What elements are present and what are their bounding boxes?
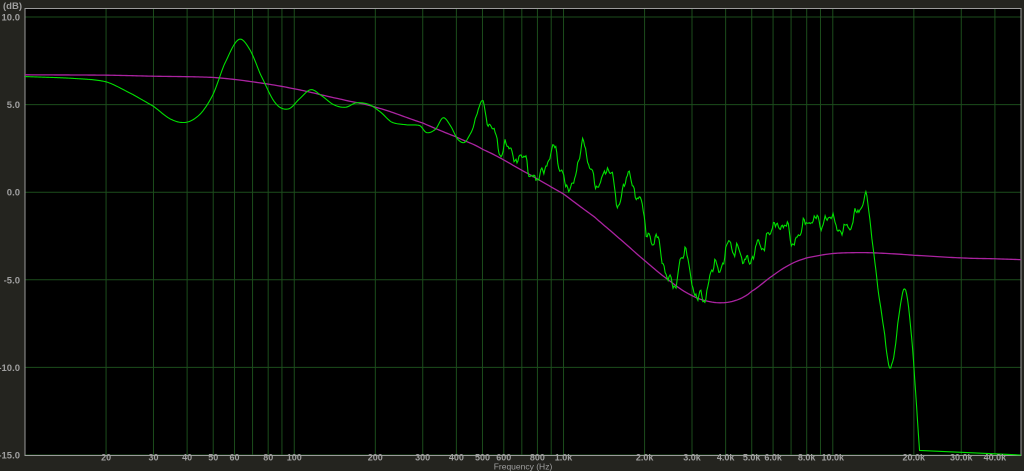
svg-text:60: 60 bbox=[229, 453, 239, 463]
svg-text:100: 100 bbox=[287, 453, 302, 463]
svg-text:-15.0: -15.0 bbox=[0, 451, 20, 462]
svg-text:4.0k: 4.0k bbox=[717, 453, 736, 463]
svg-text:-5.0: -5.0 bbox=[4, 275, 20, 286]
svg-text:80: 80 bbox=[263, 453, 273, 463]
svg-text:300: 300 bbox=[415, 453, 430, 463]
svg-text:1.0k: 1.0k bbox=[555, 453, 574, 463]
svg-text:40: 40 bbox=[182, 453, 192, 463]
svg-text:20.0k: 20.0k bbox=[903, 453, 927, 463]
svg-text:3.0k: 3.0k bbox=[683, 453, 702, 463]
svg-text:50: 50 bbox=[208, 453, 218, 463]
svg-text:Frequency (Hz): Frequency (Hz) bbox=[494, 462, 553, 471]
svg-text:40.0k: 40.0k bbox=[984, 453, 1008, 463]
svg-text:30: 30 bbox=[148, 453, 158, 463]
svg-text:20: 20 bbox=[101, 453, 111, 463]
svg-text:400: 400 bbox=[449, 453, 464, 463]
svg-text:2.0k: 2.0k bbox=[636, 453, 655, 463]
svg-text:30.0k: 30.0k bbox=[950, 453, 974, 463]
svg-text:6.0k: 6.0k bbox=[764, 453, 783, 463]
svg-text:8.0k: 8.0k bbox=[798, 453, 817, 463]
svg-text:5.0k: 5.0k bbox=[743, 453, 762, 463]
svg-text:10.0k: 10.0k bbox=[822, 453, 846, 463]
svg-text:200: 200 bbox=[368, 453, 383, 463]
svg-text:5.0: 5.0 bbox=[7, 100, 20, 111]
svg-text:10.0: 10.0 bbox=[2, 13, 21, 24]
svg-text:(dB): (dB) bbox=[3, 1, 22, 12]
svg-text:0.0: 0.0 bbox=[7, 188, 20, 199]
svg-text:-10.0: -10.0 bbox=[0, 363, 20, 374]
svg-text:500: 500 bbox=[475, 453, 490, 463]
